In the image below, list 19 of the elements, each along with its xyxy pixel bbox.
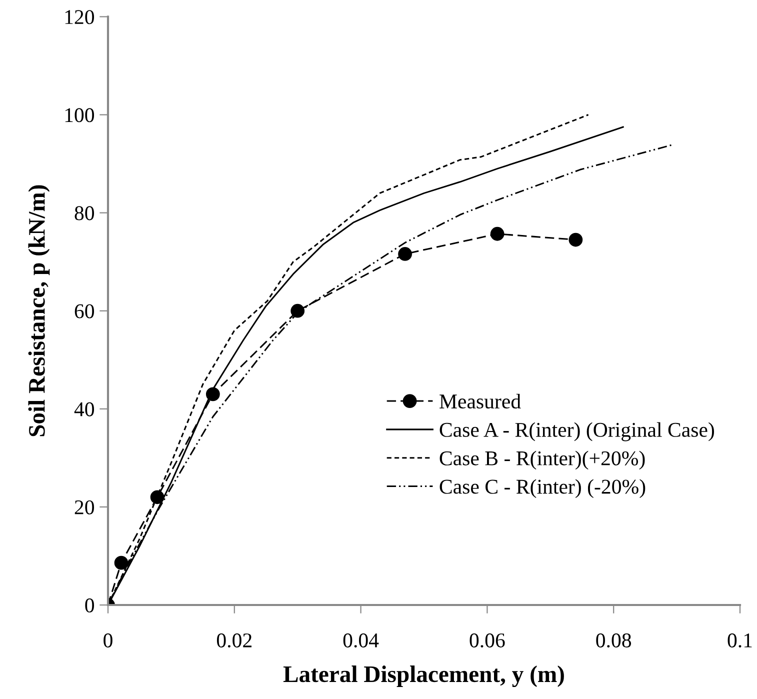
x-tick-label: 0.02	[216, 633, 252, 648]
x-axis-title: Lateral Displacement, y (m)	[283, 666, 564, 688]
y-tick-label: 120	[65, 10, 94, 24]
legend-label: Case A - R(inter) (Original Case)	[440, 422, 714, 442]
x-tick-label: 0	[104, 633, 112, 648]
legend-label: Case C - R(inter) (-20%)	[440, 479, 646, 498]
x-tick-label: 0.04	[343, 633, 379, 648]
y-tick-label: 80	[74, 206, 94, 220]
y-tick-label: 60	[74, 304, 94, 318]
y-tick-label: 40	[74, 402, 94, 416]
x-tick-label: 0.06	[470, 633, 505, 648]
legend-label: Case B - R(inter)(+20%)	[440, 450, 645, 470]
x-tick-label: 0.1	[728, 633, 752, 648]
y-tick-label: 0	[85, 598, 94, 612]
y-tick-label: 20	[74, 500, 94, 514]
y-tick-label: 100	[65, 108, 94, 122]
y-axis-title: Soil Resistance, p (kN/m)	[28, 185, 50, 436]
x-tick-label: 0.08	[596, 633, 632, 648]
legend-label: Measured	[440, 394, 521, 409]
